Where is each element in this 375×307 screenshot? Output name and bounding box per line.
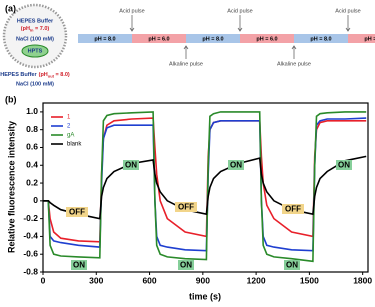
ph-segment [78,34,132,43]
y-tick-label: -0.8 [23,266,38,276]
inner-ph: (pHin = 7.0) [21,26,50,32]
x-tick-label: 1800 [353,275,372,285]
ph-label: pH = 8.0 [310,36,331,42]
ph-part: (pH [39,72,48,78]
outer-salt: NaCl (100 mM) [16,81,54,87]
ph-part: = 8.0) [54,72,70,78]
y-tick-label: -0.4 [23,231,38,241]
y-tick-label: 1.0 [26,106,38,116]
panel-b: (b) Relative fluorescence intensity time… [5,94,372,301]
ph-label: pH = 8.0 [202,36,223,42]
x-tick-label: 300 [89,275,103,285]
dye-blob [21,44,49,58]
vesicle [2,3,68,69]
annotation-box [175,202,197,212]
panel-label: (b) [5,94,17,104]
pulse-label: Acid pulse [119,8,144,14]
x-tick-label: 600 [142,275,156,285]
annotation: ON [73,261,85,270]
y-axis-label: Relative fluorescence intensity [6,121,16,253]
x-tick-label: 1500 [300,275,319,285]
panel-label: (a) [5,3,16,13]
annotation-box [282,204,304,214]
ph-sub: out [48,74,55,79]
ph-sub: in [30,28,34,33]
y-tick-label: 0.6 [26,142,38,152]
annotation: ON [338,161,350,170]
ph-segment [186,34,240,43]
x-tick-label: 900 [196,275,210,285]
pulse-arrow [129,15,135,32]
inner-salt: NaCl (100 mM) [16,36,54,42]
ph-label: pH = 6.0 [364,36,375,42]
series-line [43,117,367,243]
y-tick-label: 0 [33,195,38,205]
legend-label: 2 [67,124,71,130]
legend-label: gA [67,133,74,139]
ph-segment [294,34,348,43]
annotation-box [71,260,87,270]
annotation-box [284,260,300,270]
pulse-label: Acid pulse [227,8,252,14]
ph-label: pH = 8.0 [94,36,115,42]
annotation: ON [286,261,298,270]
outer-ph: HEPES Buffer (pHout = 8.0) [0,72,70,78]
y-tick-label: 0.2 [26,177,38,187]
outer-buffer: HEPES Buffer [0,72,37,78]
pulse-arrow [183,45,189,59]
ph-segment [240,34,294,43]
annotation: ON [230,161,242,170]
x-tick-label: 0 [41,275,46,285]
annotation: ON [125,161,137,170]
annotation: OFF [178,203,194,212]
annotation-box [336,160,352,170]
pulse-label: Acid pulse [335,8,360,14]
ph-label: pH = 6.0 [148,36,169,42]
y-tick-label: 0.8 [26,124,38,134]
ph-segment-arrow [348,34,375,43]
series-line [43,111,367,263]
y-tick-label: -0.2 [23,213,38,223]
ph-label: pH = 6.0 [256,36,277,42]
annotation-box [178,260,194,270]
x-tick-label: 1200 [247,275,266,285]
x-axis-label: time (s) [189,291,221,301]
pulse-label: Alkaline pulse [169,61,203,67]
y-tick-label: -0.6 [23,248,38,258]
annotation: OFF [285,205,301,214]
y-tick-label: 0.4 [26,160,38,170]
annotation-box [66,207,88,217]
ph-part: = 7.0) [33,26,49,32]
annotation: ON [180,261,192,270]
dye: HPTS [28,48,43,54]
ph-segment [132,34,186,43]
annotation-box [228,160,244,170]
pulse-arrow [345,15,351,32]
ph-bar: pH = 8.0 pH = 6.0 pH = 8.0 pH = 6.0 pH = 8.0… [78,8,375,67]
legend-label: blank [67,142,82,148]
ph-part: (pH [21,26,30,32]
inner-buffer: HEPES Buffer [17,18,54,24]
legend-label: 1 [67,115,71,121]
pulse-label: Alkaline pulse [277,61,311,67]
pulse-arrow [237,15,243,32]
pulse-arrow [291,45,297,59]
annotation: OFF [69,208,85,217]
panel-a: (a) HEPES Buffer (pHin = 7.0) NaCl (100 … [0,3,375,87]
annotation-box [123,160,139,170]
series-line [43,155,367,220]
plot-frame [42,102,369,273]
